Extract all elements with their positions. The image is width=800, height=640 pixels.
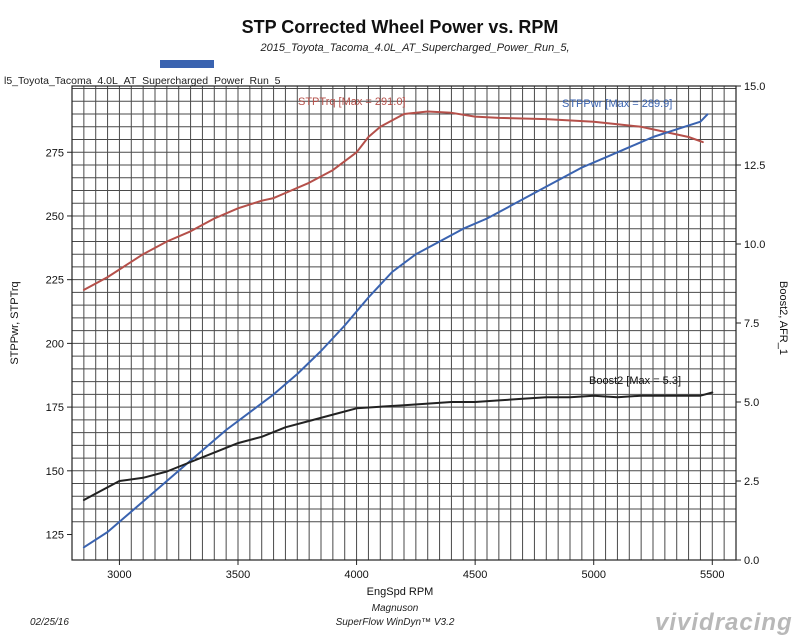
y-left-tick-label: 250	[46, 211, 64, 223]
y-left-tick-label: 200	[46, 338, 64, 350]
y-right-tick-label: 7.5	[744, 318, 759, 330]
series-line-boost2	[82, 391, 714, 501]
y-left-tick-label: 125	[46, 530, 64, 542]
y-right-tick-label: 15.0	[744, 81, 765, 93]
x-tick-label: 3000	[107, 569, 131, 581]
y-left-tick-label: 275	[46, 147, 64, 159]
y-right-tick-label: 5.0	[744, 397, 759, 409]
series-line-stptrq	[82, 110, 704, 291]
y-left-tick-label: 150	[46, 466, 64, 478]
y-right-tick-label: 2.5	[744, 476, 759, 488]
y-right-tick-label: 12.5	[744, 160, 765, 172]
footer-company: Magnuson	[372, 603, 419, 614]
y-right-tick-label: 0.0	[744, 555, 759, 567]
grid-layer: 3000 3500 4000 4500 5000 5500 125 150 175 200 225 2…	[46, 81, 766, 581]
y-left-tick-label: 225	[46, 275, 64, 287]
x-tick-label: 5000	[581, 569, 605, 581]
vividracing-logo: vividracing	[655, 609, 793, 636]
series-layer	[82, 110, 714, 549]
series-label-stptrq: STPTrq [Max = 291.0]	[298, 96, 406, 108]
x-axis-label: EngSpd RPM	[367, 586, 434, 598]
series-line-stppwr	[82, 113, 709, 549]
x-tick-label: 4000	[344, 569, 368, 581]
y-axis-right-label: Boost2, AFR_1	[777, 281, 789, 355]
series-label-boost2: Boost2 [Max = 5.3]	[589, 375, 681, 387]
series-label-stppwr: STPPwr [Max = 289.9]	[562, 98, 672, 110]
chart-subtitle: 2015_Toyota_Tacoma_4.0L_AT_Supercharged_…	[259, 42, 569, 54]
x-tick-label: 4500	[463, 569, 487, 581]
y-right-tick-label: 10.0	[744, 239, 765, 251]
label-layer: STPTrq [Max = 291.0] STPPwr [Max = 289.9]…	[298, 96, 681, 387]
chart-title: STP Corrected Wheel Power vs. RPM	[242, 17, 559, 37]
x-tick-label: 5500	[700, 569, 724, 581]
y-axis-left-label: STPPwr, STPTrq	[9, 281, 21, 364]
legend-swatch	[160, 60, 214, 68]
run-name-label: l5_Toyota_Tacoma_4.0L_AT_Supercharged_Po…	[4, 75, 281, 87]
x-tick-label: 3500	[226, 569, 250, 581]
y-left-tick-label: 175	[46, 402, 64, 414]
footer-date: 02/25/16	[30, 617, 69, 628]
footer-software: SuperFlow WinDyn™ V3.2	[336, 617, 455, 628]
